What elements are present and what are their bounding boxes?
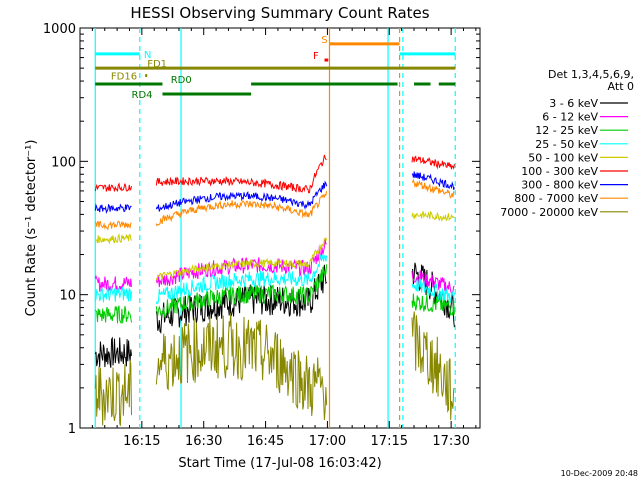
series-8-segment-1: [155, 313, 328, 421]
vertical-markers: [94, 28, 456, 428]
series-6-segment-0: [94, 203, 132, 214]
flag-bars: N SF FD1 FD16 RD0 RD4: [95, 35, 456, 101]
series-0-segment-0: [94, 336, 132, 368]
series-3-segment-2: [411, 278, 455, 303]
axes: 16:15 16:30 16:45 17:00 17:15 17:30 1 10 100 1000: [43, 22, 480, 449]
x-tick-label-4: 17:15: [371, 434, 408, 449]
y-tick-label-3: 1000: [43, 22, 76, 37]
series-7-segment-2: [411, 178, 455, 199]
series-1-segment-1: [155, 239, 327, 288]
series-7: [94, 178, 455, 231]
series-4-segment-2: [411, 210, 455, 222]
footer-timestamp: 10-Dec-2009 20:48: [561, 469, 638, 478]
series-3-segment-0: [94, 286, 132, 303]
series-layer: [94, 154, 455, 426]
series-5-segment-2: [411, 155, 455, 170]
flag-rd4-label: RD4: [132, 90, 153, 101]
series-2-segment-1: [155, 264, 328, 320]
x-axis-label: Start Time (17-Jul-08 16:03:42): [178, 456, 381, 471]
series-2: [94, 264, 455, 324]
legend-entry-label-4: 50 - 100 keV: [528, 151, 598, 164]
legend-header-line-1: Det 1,3,4,5,6,9,: [548, 68, 634, 81]
flag-s-label: S: [321, 35, 327, 46]
series-5: [94, 154, 455, 194]
legend-entry-label-3: 25 - 50 keV: [535, 138, 598, 151]
legend-entry-label-5: 100 - 300 keV: [521, 165, 598, 178]
series-4: [95, 210, 455, 281]
series-8: [94, 311, 455, 426]
y-tick-label-0: 1: [68, 422, 76, 437]
y-axis-label: Count Rate (s⁻¹ detector⁻¹): [24, 140, 39, 317]
series-6-segment-2: [411, 171, 455, 190]
legend-entry-label-2: 12 - 25 keV: [535, 124, 598, 137]
series-8-segment-0: [94, 360, 132, 426]
series-3-segment-1: [155, 254, 328, 305]
flag-n-label: N: [144, 50, 151, 61]
flag-rd0-label: RD0: [171, 75, 192, 86]
series-6: [94, 171, 455, 214]
flag-fd16-label: FD16: [111, 72, 137, 83]
x-tick-label-2: 16:45: [247, 434, 284, 449]
legend-entry-label-6: 300 - 800 keV: [521, 179, 598, 192]
series-6-segment-1: [155, 180, 328, 212]
x-tick-label-3: 17:00: [309, 434, 346, 449]
series-4-segment-1: [155, 237, 328, 281]
x-tick-label-0: 16:15: [123, 434, 160, 449]
series-7-segment-0: [94, 220, 132, 231]
legend-header-line-2: Att 0: [608, 80, 634, 93]
legend-entry-label-0: 3 - 6 keV: [549, 97, 598, 110]
y-tick-label-2: 100: [51, 155, 76, 170]
series-4-segment-0: [95, 233, 132, 245]
series-1-segment-0: [94, 274, 132, 292]
flag-fd1-label: FD1: [147, 59, 167, 70]
plot-frame: [79, 27, 481, 429]
series-2-segment-2: [411, 293, 455, 316]
flag-f-label: F: [313, 51, 319, 62]
series-2-segment-0: [94, 305, 132, 324]
chart-title: HESSI Observing Summary Count Rates: [130, 4, 429, 22]
x-tick-label-5: 17:30: [432, 434, 469, 449]
series-7-segment-1: [155, 191, 328, 227]
series-8-segment-2: [411, 311, 455, 421]
series-5-segment-0: [94, 182, 132, 192]
legend-entry-label-7: 800 - 7000 keV: [514, 192, 598, 205]
series-3: [94, 254, 455, 305]
legend-entry-label-8: 7000 - 20000 keV: [500, 206, 598, 219]
y-tick-label-1: 10: [59, 289, 76, 304]
legend-entry-label-1: 6 - 12 keV: [542, 111, 598, 124]
series-5-segment-1: [155, 154, 327, 194]
x-tick-label-1: 16:30: [185, 434, 222, 449]
